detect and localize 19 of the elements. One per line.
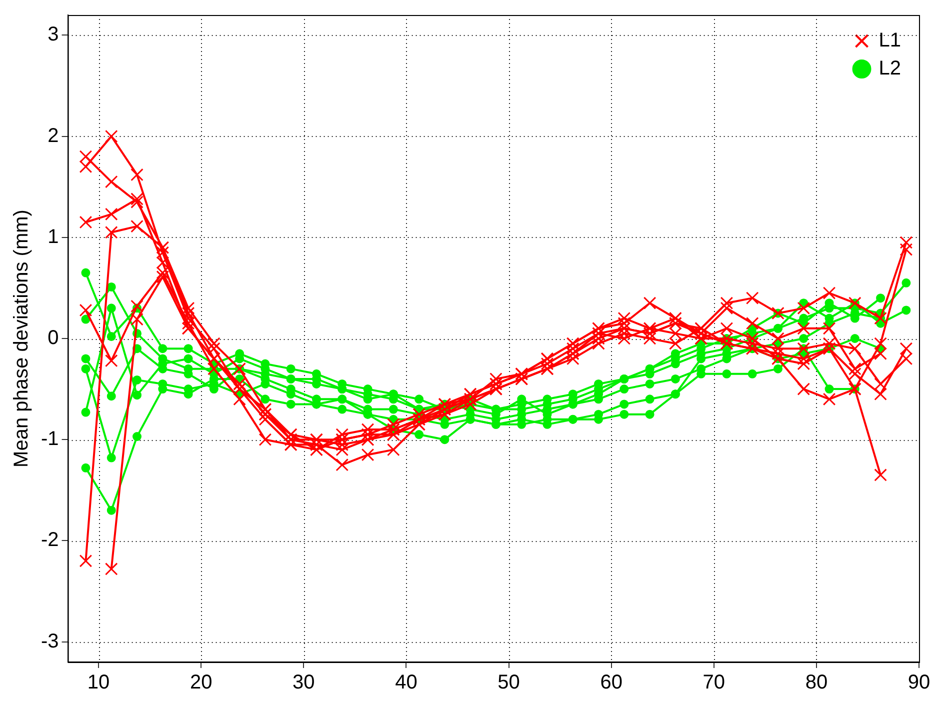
x-tick-label: 50 — [498, 672, 520, 694]
y-tick-label: -3 — [40, 630, 59, 652]
legend-label: L1 — [878, 30, 902, 52]
x-tick-label: 90 — [908, 672, 930, 694]
y-axis-title: Mean phase deviations (mm) — [10, 210, 33, 468]
x-tick-label: 10 — [87, 672, 110, 694]
y-tick-label: 3 — [48, 24, 59, 46]
y-tick-label: 2 — [48, 124, 59, 147]
legend-label: L2 — [878, 58, 902, 80]
x-tick-label: 30 — [292, 672, 315, 694]
y-tick-label: -2 — [40, 529, 59, 552]
x-tick-label: 20 — [190, 672, 212, 694]
x-tick-label: 60 — [600, 672, 622, 694]
y-tick-label: -1 — [40, 428, 59, 450]
x-tick-label: 40 — [395, 672, 418, 694]
x-tick-label: 70 — [702, 672, 726, 694]
y-tick-label: 1 — [48, 226, 59, 248]
x-tick-label: 80 — [805, 672, 828, 694]
y-tick-label: 0 — [48, 327, 59, 350]
